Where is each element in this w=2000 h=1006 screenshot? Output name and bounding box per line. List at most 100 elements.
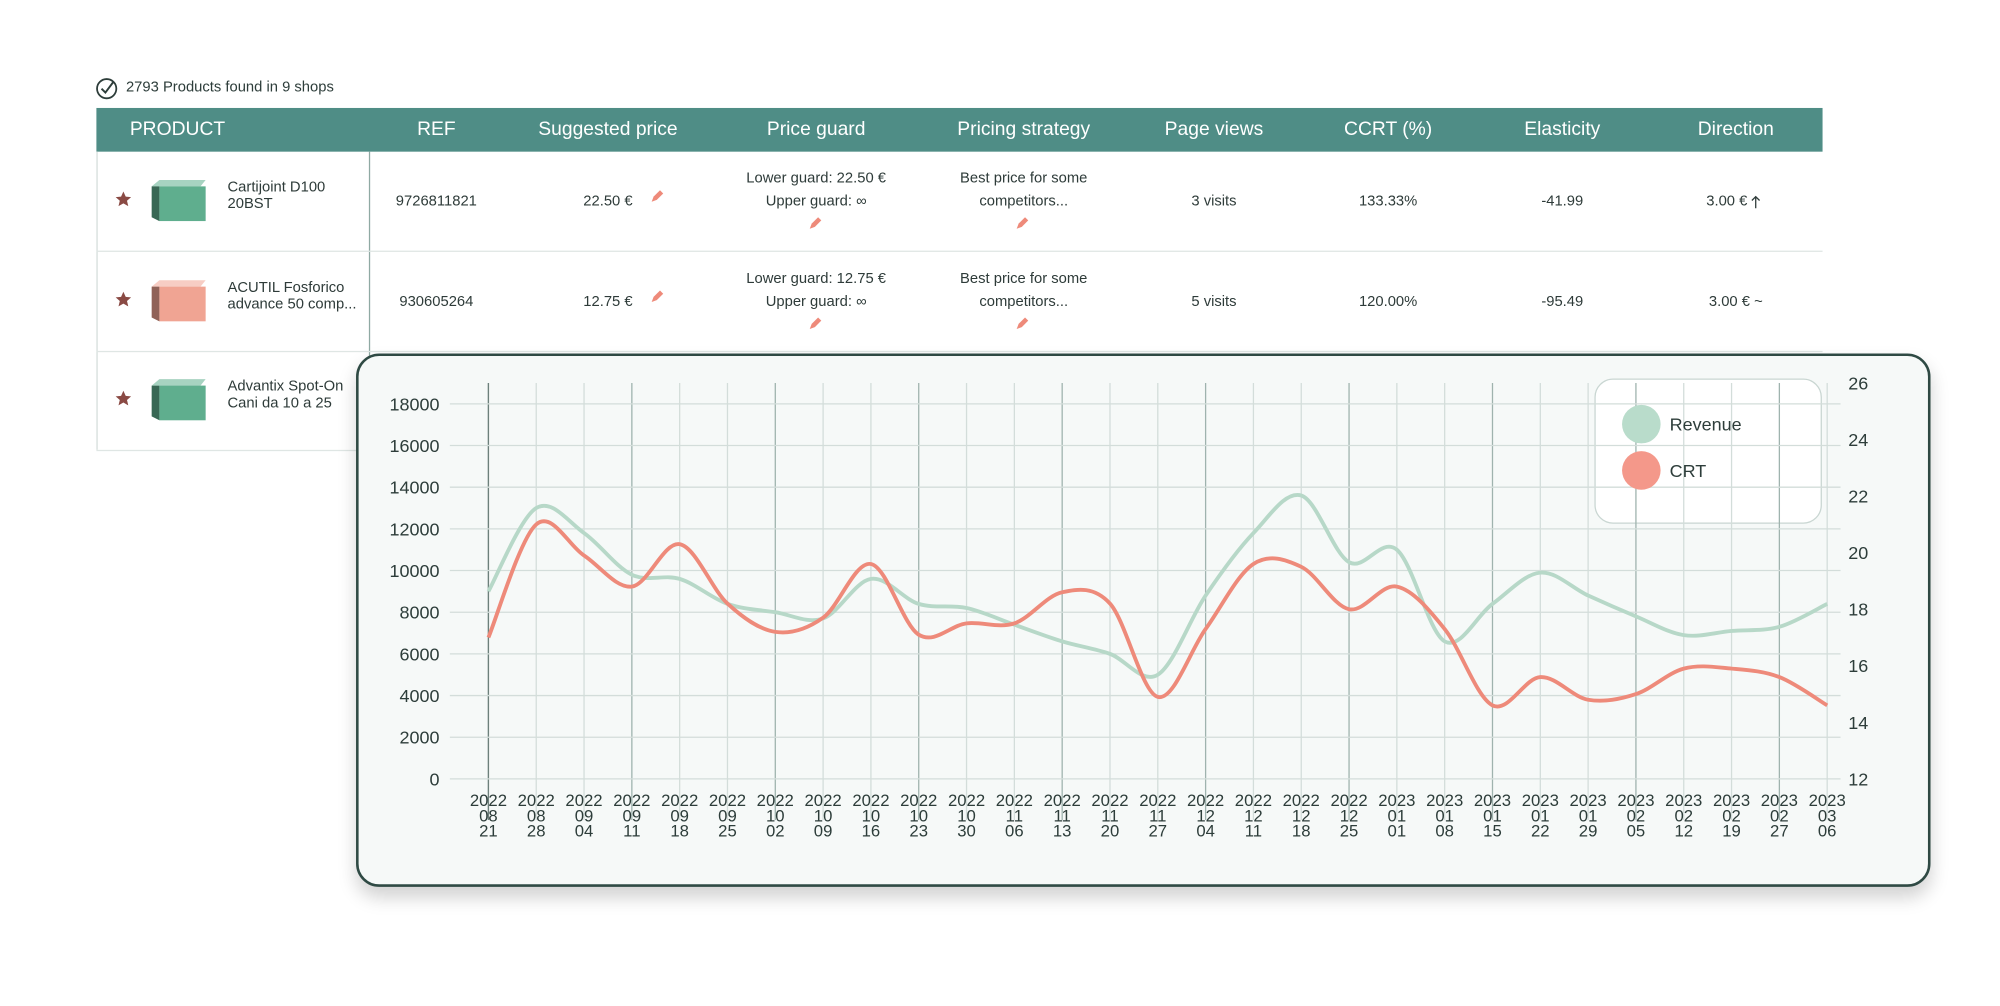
- column-header: Pricing strategy: [957, 118, 1091, 141]
- guard-cell: Lower guard: 12.75 € Upper guard: ∞: [712, 252, 920, 351]
- x-tick-label: 2022 08 28: [517, 790, 555, 841]
- x-tick-label: 2022 09 25: [708, 790, 747, 841]
- y-tick-label: 6000: [400, 644, 440, 664]
- y2-tick-label: 22: [1848, 487, 1868, 507]
- ref: 930605264: [399, 293, 474, 310]
- y2-tick-label: 14: [1848, 713, 1868, 733]
- summary: 2793 Products found in 9 shops: [125, 79, 334, 96]
- ref-cell: 9726811821: [369, 152, 504, 251]
- favorite-star[interactable]: [114, 389, 132, 407]
- lower-guard: Lower guard: 12.75 €: [746, 271, 887, 287]
- y2-tick-label: 24: [1848, 430, 1868, 450]
- elasticity: -95.49: [1541, 293, 1584, 310]
- x-tick-label: 2022 09 11: [613, 790, 651, 841]
- legend-swatch: [1622, 404, 1661, 444]
- edit-icon[interactable]: [807, 316, 822, 331]
- ref-cell: 930605264: [369, 252, 504, 351]
- x-tick-label: 2022 10 16: [852, 790, 890, 841]
- table-border: [96, 151, 98, 450]
- favorite-star[interactable]: [114, 190, 132, 208]
- product-name: Advantix Spot-On Cani da 10 a 25: [227, 379, 344, 412]
- x-tick-label: 2023 02 27: [1760, 790, 1798, 841]
- page-views: 5 visits: [1191, 293, 1237, 310]
- direction-cell: 3.00 € ~: [1649, 252, 1823, 351]
- x-tick-label: 2022 11 13: [1043, 790, 1081, 841]
- product-name: Cartijoint D100 20BST: [227, 179, 326, 213]
- x-tick-label: 2023 03 06: [1808, 790, 1846, 841]
- x-tick-label: 2022 12 11: [1234, 790, 1272, 841]
- x-tick-label: 2023 01 22: [1521, 790, 1559, 841]
- product-name: ACUTIL Fosforico advance 50 comp...: [227, 280, 357, 313]
- ccrt: 133.33%: [1358, 193, 1418, 209]
- legend-label: Revenue: [1670, 415, 1742, 435]
- column-header: Elasticity: [1524, 118, 1601, 141]
- column-header: Price guard: [766, 118, 866, 141]
- upper-guard: Upper guard: ∞: [765, 294, 867, 310]
- x-tick-label: 2023 02 05: [1617, 790, 1655, 841]
- page-views: 3 visits: [1191, 193, 1237, 209]
- column-header: CCRT (%): [1344, 118, 1433, 141]
- y2-tick-label: 12: [1848, 769, 1868, 789]
- up-arrow: [1752, 195, 1761, 208]
- column-header: PRODUCT: [129, 118, 226, 141]
- edit-icon[interactable]: [1014, 216, 1029, 231]
- table-header: [96, 107, 1823, 152]
- views-cell: 3 visits: [1127, 152, 1301, 251]
- x-tick-label: 2022 09 04: [565, 790, 603, 841]
- strategy: Best price for some competitors...: [960, 271, 1088, 310]
- x-tick-label: 2023 01 15: [1473, 790, 1512, 841]
- x-tick-label: 2022 10 02: [756, 790, 794, 841]
- ccrt-cell: 120.00%: [1301, 252, 1476, 351]
- product-image: [151, 179, 206, 222]
- y-tick-label: 18000: [390, 394, 440, 414]
- legend-swatch: [1622, 451, 1661, 490]
- strategy-cell: Best price for some competitors...: [920, 152, 1127, 251]
- product-image: [151, 379, 206, 421]
- x-tick-label: 2022 10 30: [947, 790, 986, 841]
- suggested-price: 22.50 €: [583, 193, 633, 209]
- direction: 3.00 €: [1706, 193, 1748, 209]
- strategy-cell: Best price for some competitors...: [920, 252, 1127, 351]
- y-tick-label: 10000: [390, 561, 440, 581]
- y-tick-label: 16000: [390, 436, 440, 456]
- y2-tick-label: 20: [1848, 543, 1868, 563]
- y2-tick-label: 16: [1848, 656, 1868, 676]
- y-tick-label: 2000: [400, 728, 440, 748]
- edit-icon[interactable]: [807, 216, 822, 231]
- row-divider: [96, 350, 1823, 353]
- edit-icon[interactable]: [1014, 316, 1029, 331]
- legend-box: [1594, 378, 1822, 524]
- elasticity-cell: -41.99: [1476, 152, 1650, 251]
- lower-guard: Lower guard: 22.50 €: [746, 170, 887, 187]
- edit-icon[interactable]: [649, 189, 664, 204]
- x-tick-label: 2022 10 23: [900, 790, 938, 841]
- series-line: [486, 493, 1829, 679]
- favorite-star[interactable]: [114, 290, 132, 308]
- strategy: Best price for some competitors...: [960, 170, 1088, 210]
- column-header: Direction: [1697, 118, 1774, 141]
- y2-tick-label: 26: [1848, 373, 1868, 393]
- check-icon: [96, 78, 118, 100]
- y2-tick-label: 18: [1848, 600, 1868, 620]
- y-tick-label: 14000: [390, 478, 440, 498]
- upper-guard: Upper guard: ∞: [765, 194, 867, 210]
- table-border: [368, 151, 371, 450]
- x-tick-label: 2022 10 09: [804, 790, 842, 841]
- direction: 3.00 € ~: [1708, 293, 1763, 310]
- column-header: Suggested price: [538, 118, 678, 141]
- ccrt: 120.00%: [1358, 293, 1418, 310]
- price-cell: 22.50 €: [504, 152, 712, 251]
- x-tick-label: 2023 01 01: [1378, 790, 1416, 841]
- x-tick-label: 2023 02 19: [1712, 790, 1751, 841]
- x-tick-label: 2022 12 04: [1187, 790, 1225, 841]
- legend-label: CRT: [1670, 461, 1707, 481]
- suggested-price: 12.75 €: [583, 293, 633, 310]
- column-header: REF: [417, 118, 456, 141]
- edit-icon[interactable]: [649, 289, 664, 304]
- elasticity-cell: -95.49: [1476, 252, 1650, 351]
- product-image: [151, 280, 206, 322]
- x-tick-label: 2023 02 12: [1665, 790, 1703, 841]
